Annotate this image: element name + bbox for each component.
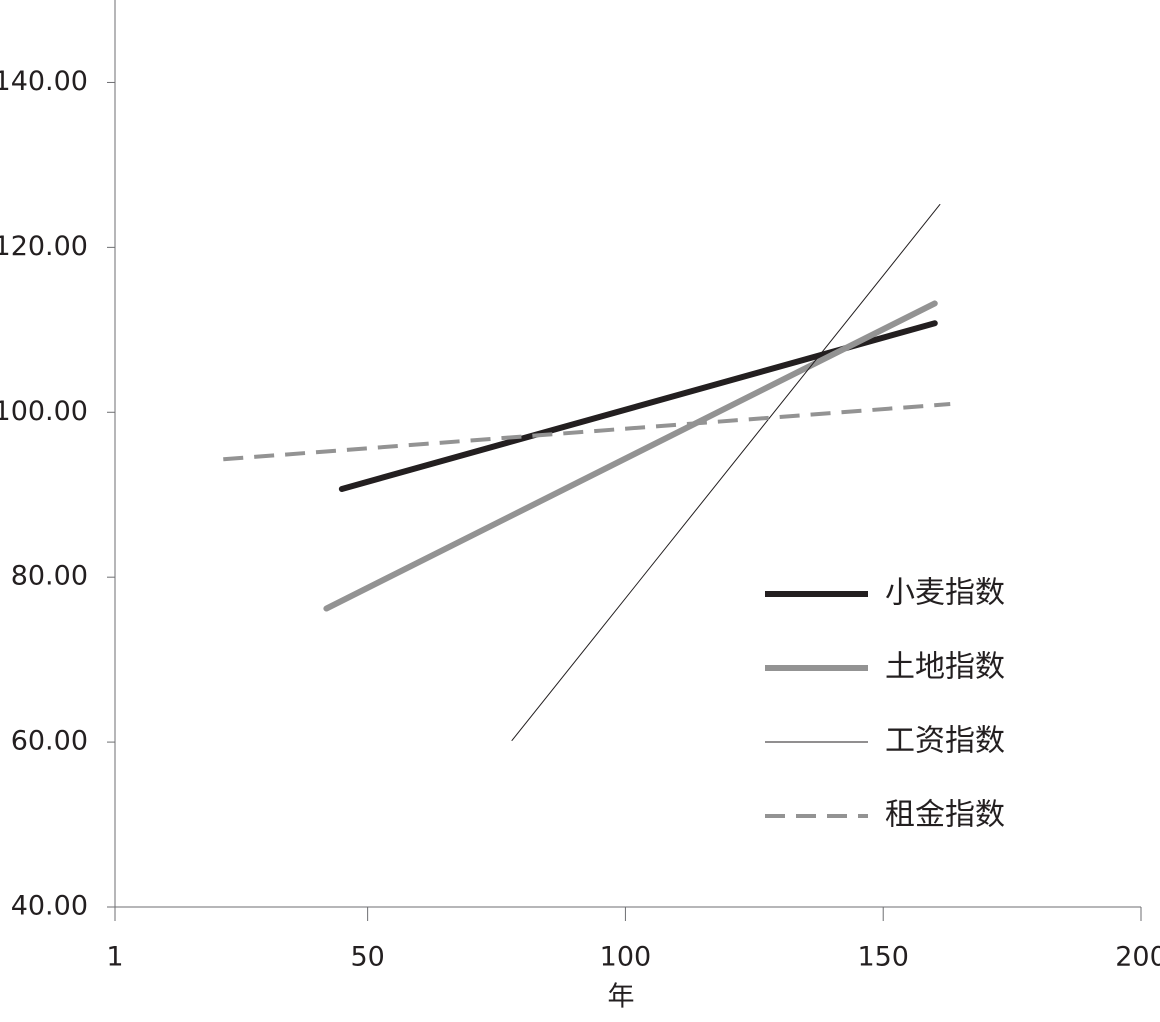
legend-label: 工资指数 [885, 724, 1005, 759]
y-tick-label: 80.00 [11, 561, 88, 592]
x-tick-label: 200 [1115, 942, 1160, 973]
legend-label: 小麦指数 [885, 576, 1005, 611]
y-tick-label: 140.00 [0, 66, 88, 97]
y-tick-label: 60.00 [11, 726, 88, 757]
x-tick-label: 1 [106, 942, 123, 973]
series-line [223, 402, 951, 462]
series-line [323, 300, 938, 612]
y-tick-label: 100.00 [0, 396, 88, 427]
x-tick-label: 50 [350, 942, 384, 973]
y-tick-label: 120.00 [0, 231, 88, 262]
legend-label: 租金指数 [885, 798, 1005, 833]
x-tick-label: 150 [857, 942, 909, 973]
x-axis-label: 年 [608, 982, 635, 1013]
series-line [511, 203, 941, 741]
legend-label: 土地指数 [885, 650, 1005, 685]
x-tick-label: 100 [600, 942, 652, 973]
y-tick-label: 40.00 [11, 891, 88, 922]
